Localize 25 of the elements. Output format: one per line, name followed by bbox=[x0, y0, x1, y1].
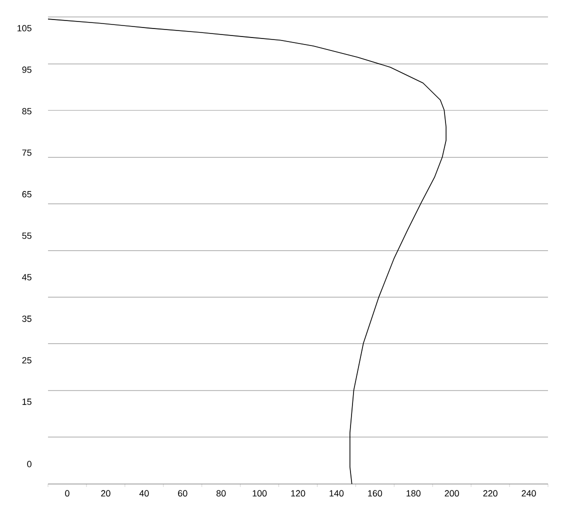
x-tick-label: 20 bbox=[101, 490, 110, 497]
y-tick-label: 35 bbox=[22, 316, 32, 322]
x-tick-label: 200 bbox=[444, 490, 459, 497]
x-tick-label: 140 bbox=[330, 490, 344, 497]
x-tick-label: 60 bbox=[178, 490, 188, 497]
y-tick-label: 0 bbox=[27, 460, 32, 468]
y-tick-label: 55 bbox=[22, 232, 32, 239]
x-tick-label: 0 bbox=[65, 490, 70, 497]
y-tick-label: 75 bbox=[22, 150, 32, 156]
x-tick-label: 180 bbox=[406, 490, 421, 497]
x-tick-label: 240 bbox=[522, 490, 536, 497]
y-tick-label: 95 bbox=[22, 66, 32, 73]
y-tick-label: 25 bbox=[22, 357, 32, 364]
x-tick-label: 120 bbox=[291, 490, 306, 497]
y-tick-label: 105 bbox=[18, 25, 32, 32]
x-tick-label: 160 bbox=[368, 490, 382, 497]
x-tick-label: 80 bbox=[216, 490, 226, 497]
y-tick-label: 15 bbox=[22, 398, 32, 405]
x-tick-label: 100 bbox=[252, 490, 267, 497]
x-tick-label: 40 bbox=[139, 490, 149, 497]
y-tick-label: 45 bbox=[22, 274, 32, 280]
y-tick-label: 65 bbox=[22, 191, 32, 198]
line-series bbox=[48, 18, 446, 484]
y-tick-label: 85 bbox=[22, 108, 32, 114]
x-tick-label: 220 bbox=[483, 490, 498, 497]
